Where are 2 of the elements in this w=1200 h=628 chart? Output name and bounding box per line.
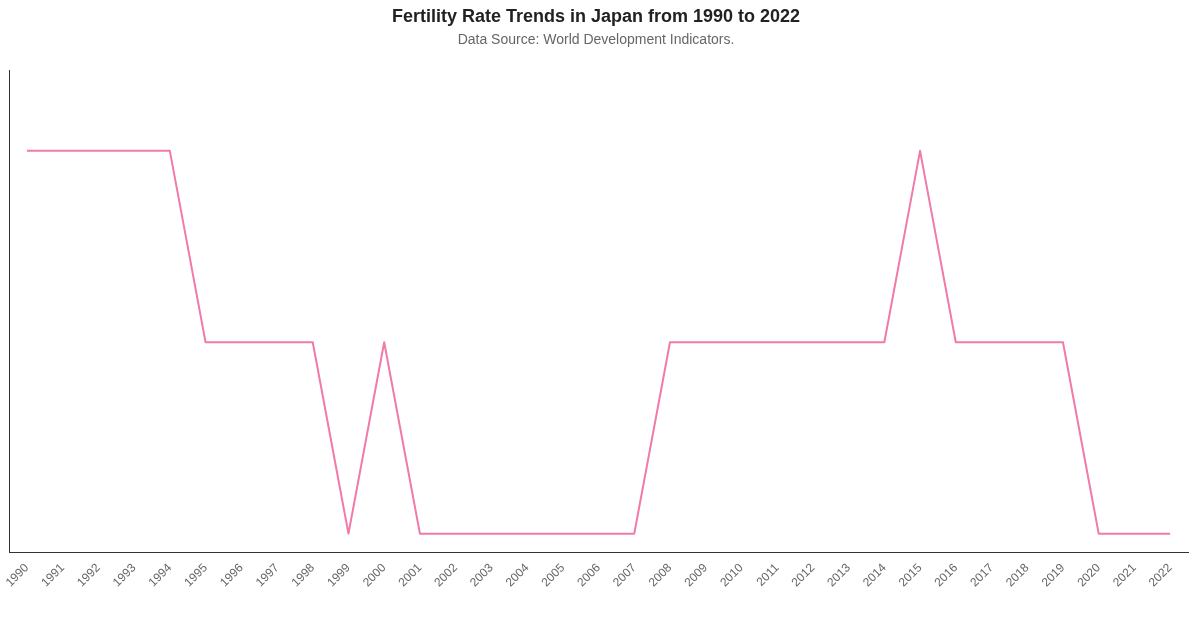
chart-subtitle: Data Source: World Development Indicators. [457,30,735,47]
chart-title: Fertility Rate Trends in Japan from 1990 to 2022 [391,5,801,26]
